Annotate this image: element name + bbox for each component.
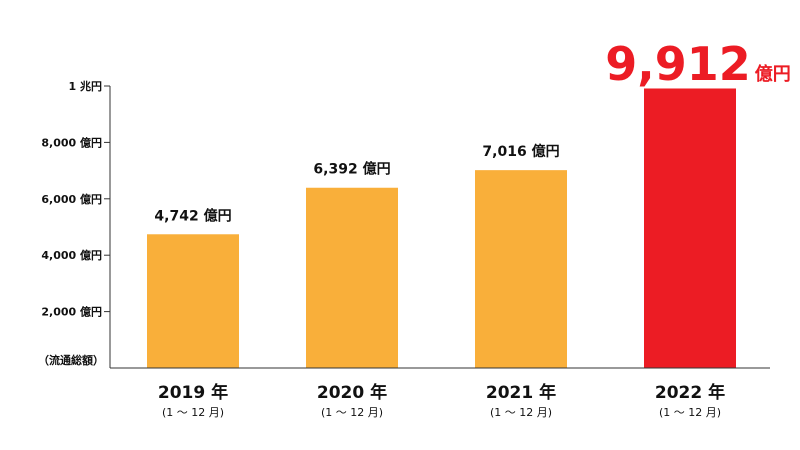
y-axis: 2,000 億円 4,000 億円 6,000 億円 8,000 億円 1 兆円 （流通総… [38, 79, 111, 368]
data-label: 6,392 億円 [313, 161, 390, 178]
y-axis-label: （流通総額） [38, 353, 104, 367]
highlight-value: 9,912 [605, 37, 751, 91]
highlight-unit: 億円 [755, 63, 791, 85]
bars: 4,742 億円 6,392 億円 7,016 億円 9,912 億円 [147, 37, 791, 368]
y-tick-label: 6,000 億円 [41, 192, 102, 206]
x-tick-sublabel: (1 ～ 12 月) [659, 406, 721, 419]
data-label-highlight: 9,912 億円 [605, 37, 791, 91]
x-tick-label: 2021 年 [486, 382, 556, 403]
x-tick-label: 2020 年 [317, 382, 387, 403]
bar-2 [306, 187, 398, 368]
x-tick-label: 2022 年 [655, 382, 725, 403]
x-tick-sublabel: (1 ～ 12 月) [162, 406, 224, 419]
y-tick-label: 8,000 億円 [41, 135, 102, 149]
x-tick-sublabel: (1 ～ 12 月) [321, 406, 383, 419]
bar-4 [644, 88, 736, 368]
x-tick-label: 2019 年 [158, 382, 228, 403]
y-tick-label: 4,000 億円 [41, 248, 102, 262]
x-tick-sublabel: (1 ～ 12 月) [490, 406, 552, 419]
data-label: 7,016 億円 [482, 143, 559, 160]
data-label: 4,742 億円 [154, 207, 231, 224]
x-axis: 2019 年 (1 ～ 12 月) 2020 年 (1 ～ 12 月) 2021 年 (1… [110, 367, 770, 419]
bar-1 [147, 234, 239, 368]
y-tick-label: 1 兆円 [69, 79, 102, 93]
bar-3 [475, 170, 567, 368]
y-tick-label: 2,000 億円 [41, 305, 102, 319]
